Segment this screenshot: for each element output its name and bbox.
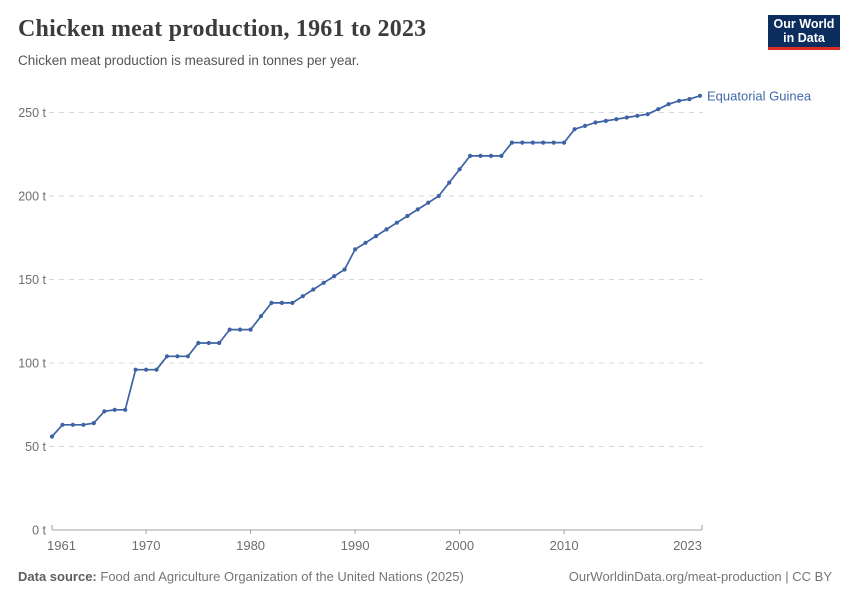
data-point: [144, 367, 149, 372]
y-axis-tick-label: 200 t: [18, 190, 46, 204]
data-point: [468, 153, 473, 158]
data-point: [49, 434, 55, 439]
chart-subtitle: Chicken meat production is measured in t…: [18, 53, 360, 68]
y-axis-tick-label: 50 t: [25, 440, 46, 454]
data-point: [196, 340, 201, 346]
owid-logo: Our World in Data: [768, 15, 840, 50]
data-point: [290, 300, 295, 305]
data-point: [258, 314, 264, 319]
data-point: [488, 153, 494, 158]
data-point: [81, 422, 86, 427]
data-point: [541, 140, 546, 145]
x-axis: 1961 1970 1980 1990 2000 2010 2023: [47, 525, 703, 553]
x-axis-tick-label: 2023: [673, 538, 702, 553]
x-axis-tick-label: 2010: [550, 538, 579, 553]
series-label: Equatorial Guinea: [707, 88, 812, 103]
data-point: [332, 274, 337, 279]
footer-link[interactable]: OurWorldinData.org/meat-production | CC …: [568, 569, 832, 584]
data-point: [363, 240, 368, 245]
x-axis-tick-label: 1961: [47, 538, 76, 553]
x-axis-tick-label: 1980: [236, 538, 265, 553]
data-point: [60, 422, 65, 427]
data-point: [321, 280, 326, 285]
x-axis-tick-label: 1990: [341, 538, 370, 553]
data-point: [154, 367, 159, 372]
data-point: [405, 213, 410, 219]
data-point: [175, 354, 180, 359]
data-point: [269, 300, 274, 305]
owid-logo-line1: Our World: [773, 16, 835, 31]
data-point: [447, 180, 452, 185]
data-point: [677, 98, 682, 103]
data-point: [582, 123, 588, 128]
data-point: [279, 300, 284, 305]
data-point: [311, 287, 316, 292]
data-point: [426, 200, 431, 205]
data-point: [206, 340, 211, 346]
data-point: [593, 120, 598, 125]
y-axis-tick-label: 0 t: [32, 524, 46, 538]
data-point: [478, 153, 483, 158]
data-point: [353, 247, 358, 252]
data-point: [520, 140, 525, 145]
data-point: [70, 422, 75, 427]
data-points: [49, 93, 703, 439]
gridlines: 0 t 50 t 100 t 150 t 200 t 250 t: [18, 106, 703, 538]
y-axis-tick-label: 100 t: [18, 357, 46, 371]
data-point: [300, 294, 305, 299]
data-line: [51, 94, 701, 438]
data-point: [656, 107, 661, 112]
data-point: [551, 140, 556, 145]
data-point: [415, 207, 420, 212]
y-axis-tick-label: 150 t: [18, 273, 46, 287]
data-point: [217, 340, 222, 346]
data-point: [394, 220, 399, 225]
y-axis-tick-label: 250 t: [18, 106, 46, 120]
data-point: [248, 327, 253, 332]
data-source-text: Food and Agriculture Organization of the…: [100, 569, 464, 584]
data-point: [624, 115, 629, 120]
data-point: [436, 193, 441, 199]
data-point: [227, 327, 232, 332]
data-point: [603, 118, 609, 123]
data-point: [635, 113, 640, 118]
data-point: [509, 140, 514, 145]
data-point: [687, 97, 692, 102]
data-point: [133, 367, 138, 372]
owid-logo-line2: in Data: [783, 31, 825, 45]
x-axis-tick-label: 2000: [445, 538, 474, 553]
data-point: [614, 117, 619, 122]
data-point: [457, 167, 462, 172]
data-point: [666, 102, 671, 107]
data-point: [562, 140, 567, 145]
data-point: [342, 267, 347, 272]
data-point: [384, 227, 389, 232]
data-point: [530, 140, 535, 145]
data-point: [123, 407, 128, 412]
data-point: [499, 153, 504, 158]
data-point: [697, 93, 703, 98]
data-point: [572, 127, 577, 132]
data-point: [373, 234, 379, 239]
data-point: [164, 354, 170, 359]
data-source: Data source: Food and Agriculture Organi…: [18, 569, 464, 584]
data-point: [645, 112, 650, 117]
data-point: [238, 327, 243, 332]
data-point: [112, 407, 117, 412]
page-title: Chicken meat production, 1961 to 2023: [18, 16, 427, 42]
data-point: [91, 421, 96, 426]
data-point: [185, 354, 190, 359]
x-axis-tick-label: 1970: [132, 538, 161, 553]
data-source-label: Data source:: [18, 569, 97, 584]
data-point: [102, 409, 107, 414]
